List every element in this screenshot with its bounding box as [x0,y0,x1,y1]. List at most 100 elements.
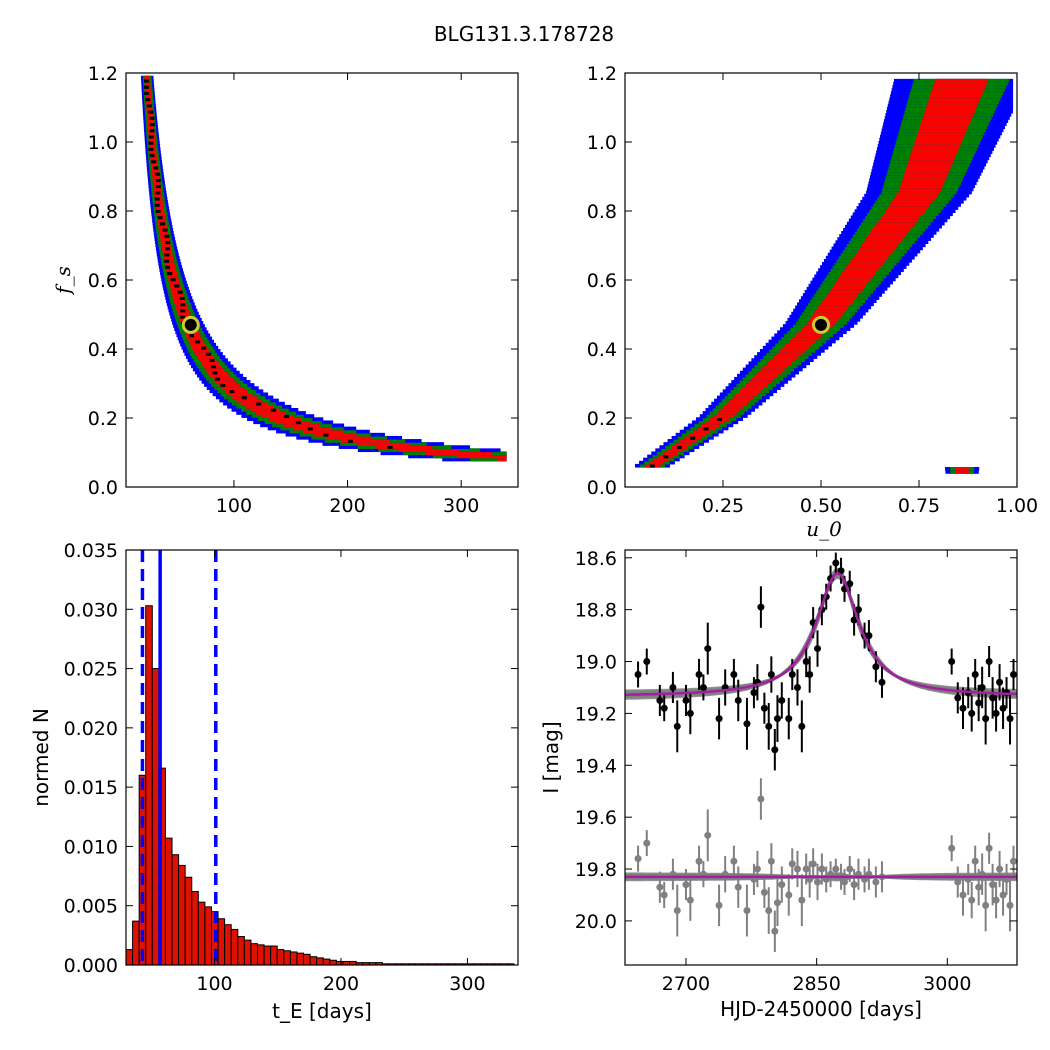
data-point [865,632,873,640]
sigma1-cell [425,451,493,456]
peak-cell [180,308,186,313]
peak-cell [307,426,313,431]
data-point [704,831,712,839]
sigma1-cell [190,342,206,347]
peak-cell [676,445,682,449]
best-fit-marker [812,315,830,334]
peak-cell [177,290,183,294]
sigma1-cell [861,243,898,248]
data-point [785,715,793,723]
peak-cell [170,277,176,282]
histogram-bar [322,958,331,966]
data-point [793,683,801,691]
peak-cell [167,271,173,276]
sigma1-cell [828,290,861,294]
sigma1-cell [245,404,274,409]
sigma1-cell [276,420,311,425]
peak-cell [165,240,171,245]
data-point [743,907,751,915]
data-point [971,671,979,678]
sigma1-cell [751,376,775,381]
sigma1-cell [782,345,809,350]
sigma1-cell [872,227,911,232]
sigma1-cell [911,150,958,154]
sigma1-cell [910,153,956,158]
sigma1-cell [162,249,172,254]
data-point [656,883,664,891]
x-tick-label: 100 [196,973,232,995]
data-point [999,891,1007,899]
peak-cell [284,414,290,418]
data-point [846,580,854,588]
sigma1-cell [923,113,974,117]
sigma1-cell [145,94,152,99]
peak-cell [164,252,170,257]
peak-cell [220,383,226,387]
histogram-bar [296,952,305,966]
sigma1-cell [145,88,151,92]
data-point [767,671,775,678]
y-tick-label: 1.0 [587,132,617,154]
sigma1-cell [839,274,873,279]
peak-cell [703,426,709,431]
sigma1-cell [654,457,669,462]
data-series-black [634,552,1017,771]
histogram-bar [289,951,298,966]
sigma1-cell [909,156,955,161]
sigma1-cell [195,352,212,356]
data-point [846,865,854,873]
sigma1-cell [153,187,162,192]
data-point [765,722,773,730]
sigma1-cell [852,255,888,260]
sigma1-cell [785,342,812,347]
sigma1-cell [218,383,241,387]
histogram-bar [145,605,153,966]
data-point [757,795,765,803]
peak-cell [206,352,212,356]
y-tick-label: 18.6 [575,548,617,570]
data-point [992,709,1000,717]
data-point [778,696,786,704]
x-tick-label: 300 [443,495,479,517]
sigma1-cell [854,252,891,257]
peak-cell [149,128,155,133]
sigma1-cell [157,218,166,223]
data-point [715,715,723,723]
sigma1-cell [154,193,162,198]
data-point [1010,857,1017,865]
sigma1-cell [262,414,294,418]
sigma1-cell [732,395,754,400]
sigma1-cell [159,231,169,235]
data-point [793,865,801,873]
peak-cell [195,339,201,344]
sigma1-cell [929,94,982,99]
sigma1-cell [172,293,184,297]
sigma1-cell [163,255,174,260]
data-point [802,865,810,873]
sigma1-cell [168,280,180,285]
y-tick-label: 18.8 [575,600,617,622]
peak-cell [154,172,160,176]
sigma1-cell [764,364,788,369]
y-tick-label: 0.4 [88,339,118,361]
y-tick-label: 0.030 [64,599,118,621]
y-tick-label: 19.0 [575,652,617,674]
sigma1-cell [863,240,901,245]
sigma1-cell [791,336,819,341]
histogram-bar [132,920,140,966]
histogram-bar [329,959,337,966]
sigma1-cell [284,423,321,428]
sigma1-cell [177,311,191,316]
sigma1-cell [813,311,844,316]
data-point [1006,901,1014,909]
panel-lightcurve: 2700 2850 3000 18.6 18.8 19.0 19.2 19.4 19.6 19.8… [539,548,1018,1021]
data-point [734,883,742,891]
y-tick-label: 20.0 [575,911,617,933]
x-tick-label: 0.75 [898,495,940,517]
peak-cell [155,209,161,213]
data-point [753,865,761,873]
data-point [771,746,779,754]
peak-cell [148,147,154,151]
sigma1-cell [798,330,826,335]
sigma1-cell [199,358,217,363]
